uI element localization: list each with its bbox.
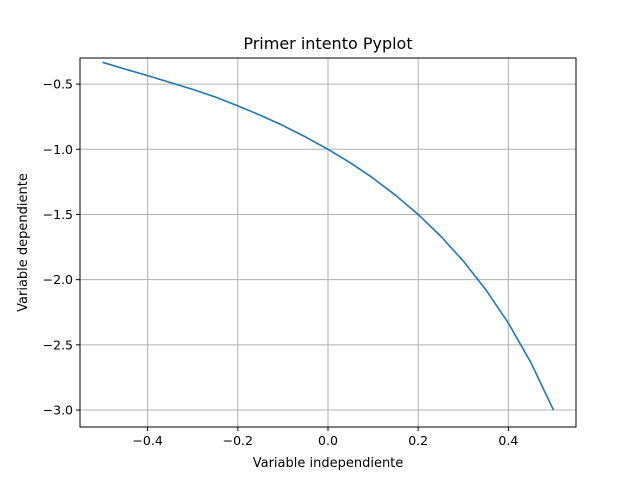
x-tick-label: −0.4: [132, 433, 162, 448]
y-tick-label: −1.0: [43, 142, 73, 157]
y-tick-label: −3.0: [43, 403, 73, 418]
y-tick-label: −2.0: [43, 272, 73, 287]
ticks: −0.4 −0.2 0.0 0.2 0.4 −0.5 −1.0 −1.5 −2.0 −2.5 −3.…: [43, 77, 519, 448]
x-tick-label: 0.2: [408, 433, 428, 448]
x-tick-label: 0.4: [498, 433, 518, 448]
y-tick-label: −1.5: [43, 207, 73, 222]
x-tick-label: 0.0: [318, 433, 338, 448]
x-axis-label: Variable independiente: [253, 456, 404, 471]
y-tick-label: −0.5: [43, 77, 73, 92]
grid-lines: [80, 58, 576, 427]
chart-title: Primer intento Pyplot: [243, 34, 412, 53]
series-line: [102, 61, 555, 411]
y-axis-label: Variable dependiente: [16, 173, 31, 312]
y-tick-label: −2.5: [43, 337, 73, 352]
series-layer: [102, 61, 555, 411]
x-tick-label: −0.2: [223, 433, 253, 448]
